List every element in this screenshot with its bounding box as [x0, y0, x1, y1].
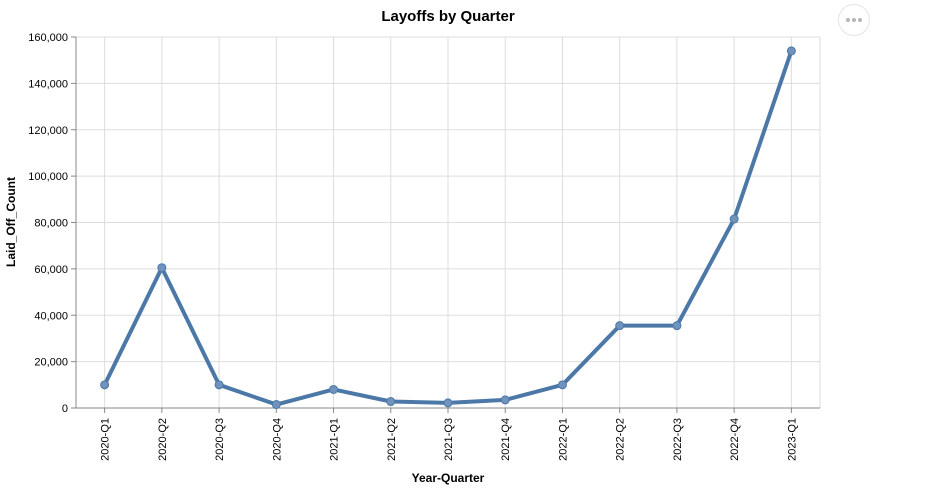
data-point [557, 380, 567, 390]
y-tick-label: 160,000 [28, 32, 68, 44]
data-point [214, 380, 224, 390]
x-tick-label: 2022-Q1 [557, 418, 569, 461]
axes: 0 20,000 40,000 60,000 80,000 100,000 120,000 1… [28, 32, 820, 461]
x-tick-label: 2021-Q1 [329, 418, 341, 461]
y-tick-label: 140,000 [28, 78, 68, 90]
x-tick-label: 2021-Q4 [500, 418, 512, 461]
y-tick-label: 20,000 [34, 357, 68, 369]
data-point [329, 384, 339, 394]
data-point [100, 380, 110, 390]
series-layoffs [100, 46, 796, 410]
data-point [786, 46, 796, 56]
y-tick-label: 80,000 [34, 218, 68, 230]
y-tick-label: 120,000 [28, 125, 68, 137]
more-horizontal-icon [846, 18, 862, 22]
data-point [729, 214, 739, 224]
data-point [271, 400, 281, 410]
data-point [157, 263, 167, 273]
y-tick-label: 40,000 [34, 310, 68, 322]
x-tick-label: 2022-Q3 [672, 418, 684, 461]
chart-title: Layoffs by Quarter [381, 8, 515, 25]
x-tick-label: 2020-Q4 [271, 418, 283, 461]
y-tick-label: 0 [62, 403, 68, 415]
x-tick-label: 2021-Q2 [386, 418, 398, 461]
data-point [443, 398, 453, 408]
x-tick-label: 2023-Q1 [786, 418, 798, 461]
x-tick-label: 2020-Q1 [100, 418, 112, 461]
x-axis-title: Year-Quarter [412, 471, 485, 485]
y-axis-title: Laid_Off_Count [4, 177, 18, 267]
x-tick-label: 2021-Q3 [443, 418, 455, 461]
x-tick-label: 2020-Q2 [157, 418, 169, 461]
gridlines [76, 36, 821, 409]
data-point [500, 395, 510, 405]
y-tick-label: 100,000 [28, 171, 68, 183]
x-tick-label: 2022-Q4 [729, 418, 741, 461]
data-point [386, 397, 396, 407]
y-tick-label: 60,000 [34, 264, 68, 276]
x-tick-label: 2020-Q3 [214, 418, 226, 461]
data-point [672, 321, 682, 331]
actions-menu-button[interactable] [838, 4, 870, 36]
x-tick-label: 2022-Q2 [615, 418, 627, 461]
data-point [615, 321, 625, 331]
